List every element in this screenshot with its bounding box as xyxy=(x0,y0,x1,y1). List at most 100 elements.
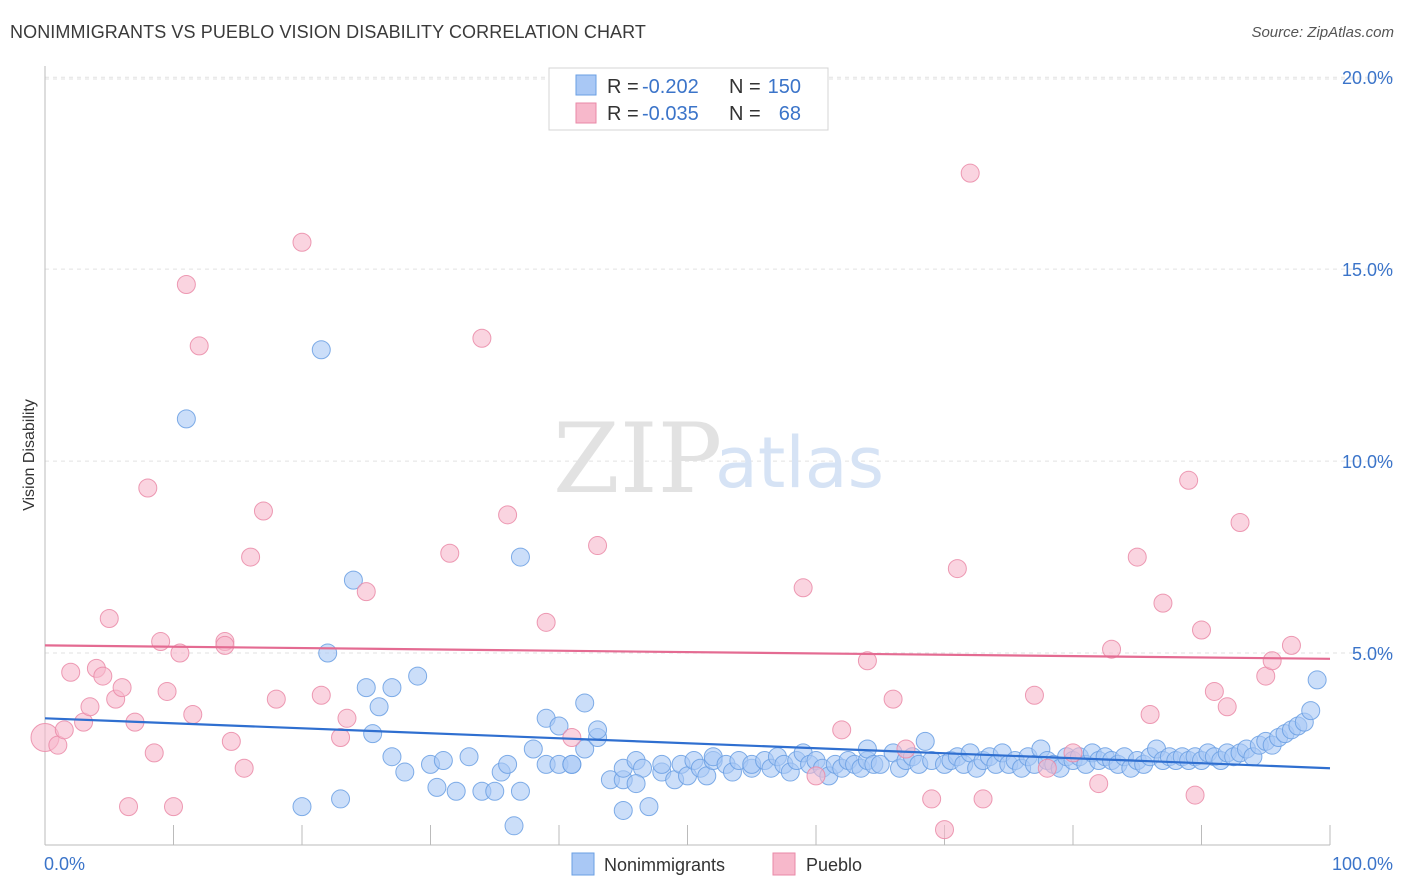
data-point-pueblo xyxy=(61,662,81,682)
data-point-pueblo xyxy=(1037,758,1057,778)
trend-lines xyxy=(44,644,1331,770)
data-point-pueblo xyxy=(170,643,190,663)
stats-n-label: N = xyxy=(729,103,761,125)
stats-swatch-pueblo xyxy=(575,102,597,124)
data-point-pueblo xyxy=(1204,681,1224,701)
trend-line-nonimmigrants xyxy=(44,717,1331,770)
y-axis-label: Vision Disability xyxy=(21,399,38,511)
data-point-pueblo xyxy=(164,797,183,817)
data-point-pueblo xyxy=(922,789,942,809)
data-point-pueblo xyxy=(883,689,903,709)
data-point-pueblo xyxy=(119,797,139,817)
data-point-pueblo xyxy=(973,789,993,809)
data-point-pueblo xyxy=(1179,470,1199,490)
data-point-nonimmigrants xyxy=(311,340,331,360)
data-point-pueblo xyxy=(241,547,261,567)
data-point-pueblo xyxy=(1281,635,1301,655)
data-point-nonimmigrants xyxy=(626,774,646,794)
x-tick-label: 0.0% xyxy=(44,854,85,874)
data-point-pueblo xyxy=(93,666,113,686)
data-point-pueblo xyxy=(588,536,608,556)
data-point-nonimmigrants xyxy=(510,547,530,567)
data-point-pueblo xyxy=(1153,593,1173,613)
data-point-pueblo xyxy=(947,559,967,579)
data-point-nonimmigrants xyxy=(427,777,447,797)
data-point-nonimmigrants xyxy=(363,724,383,744)
data-point-pueblo xyxy=(80,697,100,717)
data-point-pueblo xyxy=(1024,685,1044,705)
grid-lines xyxy=(45,76,1394,654)
data-point-nonimmigrants xyxy=(639,797,659,817)
data-point-pueblo xyxy=(253,501,273,521)
watermark-atlas: atlas xyxy=(715,422,884,504)
y-tick-label: 15.0% xyxy=(1342,260,1393,280)
watermark: ZIP atlas xyxy=(553,403,884,515)
data-point-pueblo xyxy=(1185,785,1205,805)
data-point-nonimmigrants xyxy=(408,666,428,686)
axes xyxy=(44,66,1331,846)
data-point-pueblo xyxy=(536,612,556,632)
stats-n-value: 68 xyxy=(779,103,801,125)
data-point-pueblo xyxy=(337,708,357,728)
data-point-pueblo xyxy=(54,720,74,740)
data-point-pueblo xyxy=(935,820,954,840)
data-point-nonimmigrants xyxy=(433,751,453,771)
data-point-nonimmigrants xyxy=(356,678,376,698)
data-point-pueblo xyxy=(960,163,980,183)
data-point-nonimmigrants xyxy=(652,754,672,774)
stats-r-label: R = xyxy=(607,103,639,125)
data-point-pueblo xyxy=(311,685,331,705)
data-point-pueblo xyxy=(157,681,177,701)
y-tick-label: 5.0% xyxy=(1352,644,1393,664)
data-point-pueblo xyxy=(151,632,171,652)
data-point-pueblo xyxy=(793,578,813,598)
data-point-nonimmigrants xyxy=(575,693,595,713)
data-point-pueblo xyxy=(1089,774,1109,794)
data-point-nonimmigrants xyxy=(382,678,402,698)
data-point-nonimmigrants xyxy=(395,762,415,782)
data-point-pueblo xyxy=(189,336,209,356)
data-point-nonimmigrants xyxy=(318,643,338,663)
data-point-pueblo xyxy=(440,543,460,563)
data-point-pueblo xyxy=(896,739,916,759)
data-point-nonimmigrants xyxy=(549,716,569,736)
data-point-pueblo xyxy=(857,651,877,671)
stats-r-label: R = xyxy=(607,76,639,98)
stats-swatch-nonimmigrants xyxy=(575,74,597,96)
data-point-pueblo xyxy=(221,731,241,751)
source-label: Source: ZipAtlas.com xyxy=(1251,24,1394,41)
data-point-pueblo xyxy=(112,678,132,698)
data-point-nonimmigrants xyxy=(292,797,312,817)
data-point-pueblo xyxy=(99,608,119,628)
stats-n-label: N = xyxy=(729,76,761,98)
data-point-pueblo xyxy=(1140,704,1160,724)
legend-swatch-nonimmigrants xyxy=(571,852,595,876)
legend-swatch-pueblo xyxy=(772,852,796,876)
data-point-pueblo xyxy=(806,766,826,786)
x-tick-label: 100.0% xyxy=(1332,854,1393,874)
data-point-nonimmigrants xyxy=(343,570,363,590)
data-point-nonimmigrants xyxy=(504,816,524,836)
stats-r-value: -0.035 xyxy=(642,103,699,125)
data-point-nonimmigrants xyxy=(1307,670,1327,690)
data-point-pueblo xyxy=(1102,639,1122,659)
data-point-nonimmigrants xyxy=(588,720,608,740)
stats-r-value: -0.202 xyxy=(642,76,699,98)
data-point-nonimmigrants xyxy=(562,754,582,774)
data-point-pueblo xyxy=(215,635,235,655)
data-point-pueblo xyxy=(1127,547,1147,567)
data-point-nonimmigrants xyxy=(446,781,466,801)
tick-labels: 5.0% 10.0% 15.0% 20.0% 0.0% 100.0% xyxy=(44,68,1393,874)
data-point-pueblo xyxy=(183,704,203,724)
data-points xyxy=(30,163,1327,840)
data-point-nonimmigrants xyxy=(498,754,518,774)
data-point-pueblo xyxy=(292,232,312,252)
stats-box: R = -0.202 N = 150 R = -0.035 N = 68 xyxy=(548,67,829,131)
data-point-pueblo xyxy=(472,328,492,348)
data-point-pueblo xyxy=(144,743,164,763)
data-point-nonimmigrants xyxy=(510,781,530,801)
data-point-pueblo xyxy=(176,275,196,295)
watermark-zip: ZIP xyxy=(553,403,722,515)
trend-line-pueblo xyxy=(44,644,1331,660)
